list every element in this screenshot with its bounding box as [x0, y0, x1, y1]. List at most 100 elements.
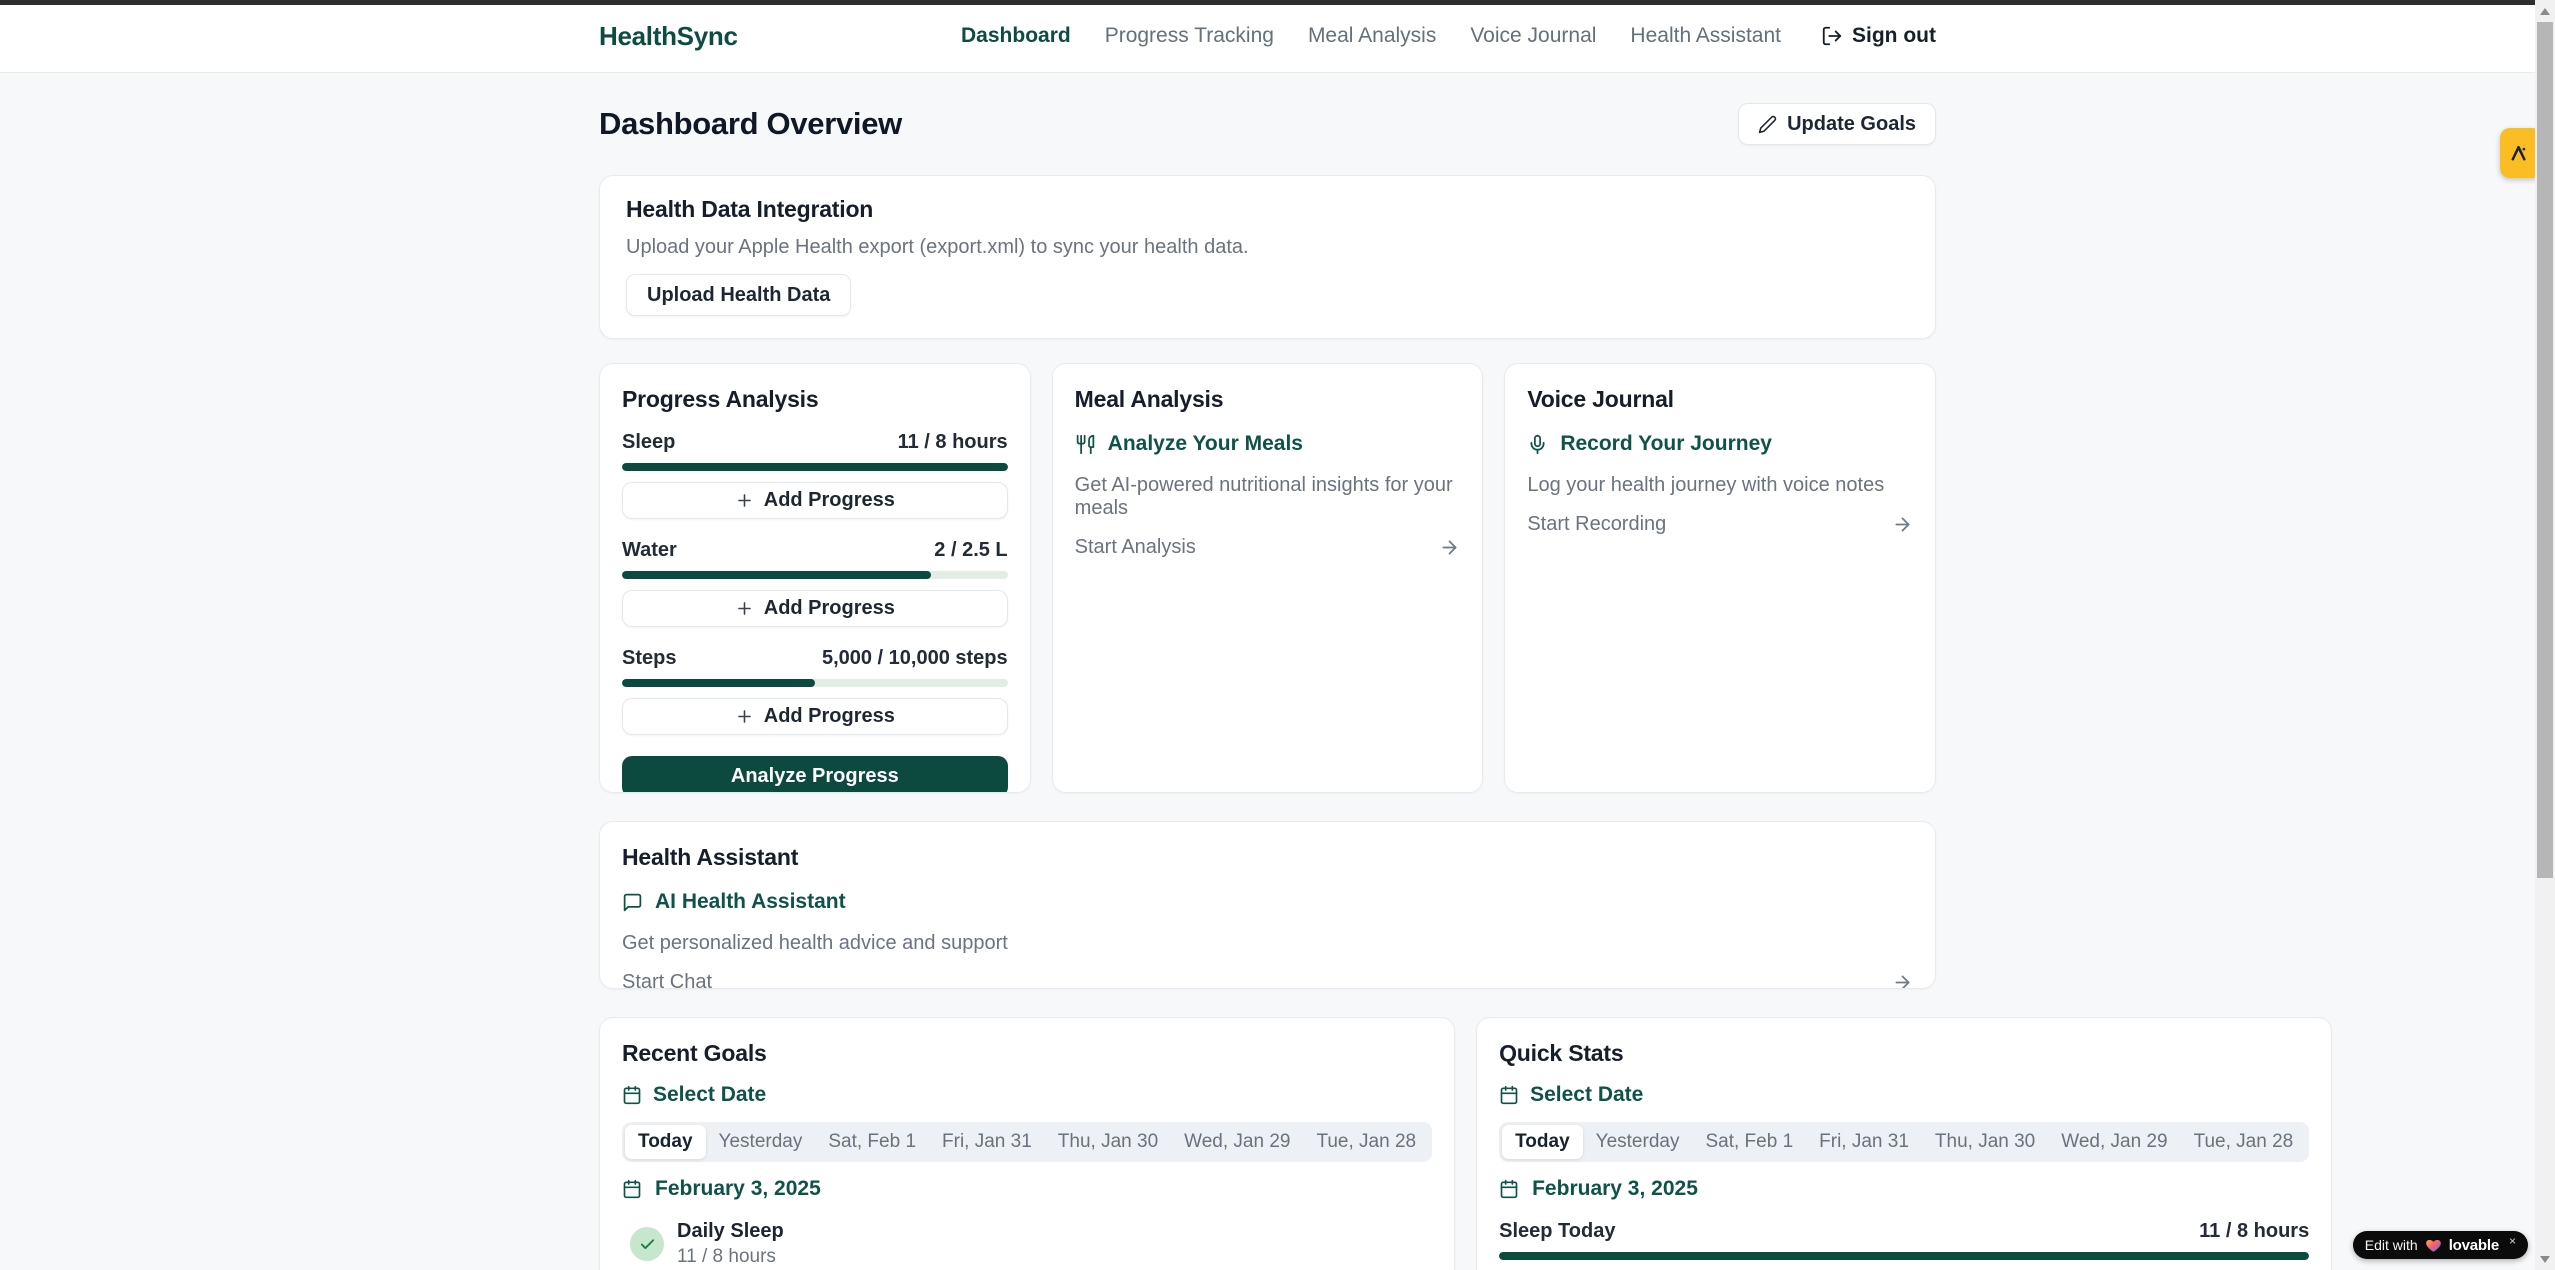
metric-label: Steps	[622, 647, 677, 669]
tab-wed-jan-29[interactable]: Wed, Jan 29	[1184, 1131, 1291, 1152]
start-chat-action[interactable]: Start Chat	[622, 971, 1913, 988]
sleep-today-progress-bar	[1499, 1252, 2310, 1260]
main-nav: Dashboard Progress Tracking Meal Analysi…	[961, 24, 1936, 48]
start-analysis-action[interactable]: Start Analysis	[1075, 536, 1461, 559]
tab-sat-feb-1[interactable]: Sat, Feb 1	[828, 1131, 917, 1152]
nav-dashboard[interactable]: Dashboard	[961, 24, 1071, 47]
tab-yesterday[interactable]: Yesterday	[1595, 1131, 1680, 1152]
calendar-icon	[622, 1085, 642, 1105]
tab-thu-jan-30[interactable]: Thu, Jan 30	[1057, 1131, 1159, 1152]
add-progress-water-button[interactable]: Add Progress	[622, 590, 1008, 627]
recent-goals-select-date[interactable]: Select Date	[622, 1083, 1432, 1107]
water-progress-bar	[622, 571, 1008, 579]
health-data-integration-card: Health Data Integration Upload your Appl…	[599, 175, 1936, 339]
ai-health-assistant-label: AI Health Assistant	[655, 890, 846, 913]
goal-value: 11 / 8 hours	[677, 1246, 776, 1267]
meal-analysis-description: Get AI-powered nutritional insights for …	[1074, 474, 1453, 519]
upload-health-data-button[interactable]: Upload Health Data	[626, 274, 852, 316]
analyze-your-meals-label: Analyze Your Meals	[1107, 432, 1303, 455]
add-progress-steps-button[interactable]: Add Progress	[622, 698, 1008, 735]
tab-tue-jan-28[interactable]: Tue, Jan 28	[2193, 1131, 2294, 1152]
tab-sat-feb-1[interactable]: Sat, Feb 1	[1705, 1131, 1794, 1152]
pencil-icon	[1758, 115, 1777, 134]
arrow-right-icon	[1439, 537, 1460, 558]
quick-stats-select-date[interactable]: Select Date	[1499, 1083, 2309, 1107]
meal-analysis-title: Meal Analysis	[1074, 386, 1224, 412]
add-progress-label: Add Progress	[763, 489, 895, 511]
calendar-icon	[1499, 1085, 1519, 1105]
plus-icon	[735, 707, 754, 726]
quick-stats-selected-date[interactable]: February 3, 2025	[1499, 1177, 2309, 1201]
sleep-today-label: Sleep Today	[1499, 1220, 1616, 1242]
start-analysis-label: Start Analysis	[1074, 536, 1196, 558]
health-data-description: Upload your Apple Health export (export.…	[626, 236, 1249, 258]
tab-today[interactable]: Today	[1502, 1125, 1583, 1159]
tab-fri-jan-31[interactable]: Fri, Jan 31	[942, 1131, 1032, 1152]
health-assistant-title: Health Assistant	[622, 844, 799, 870]
quick-stats-date-tabs: Today Yesterday Sat, Feb 1 Fri, Jan 31 T…	[1499, 1122, 2310, 1162]
arrow-right-icon	[1892, 514, 1913, 535]
tab-today[interactable]: Today	[625, 1125, 706, 1159]
metric-steps: Steps 5,000 / 10,000 steps Add Progress	[622, 647, 1008, 735]
metric-value: 2 / 2.5 L	[934, 539, 1008, 561]
log-out-icon	[1821, 25, 1843, 47]
metric-label: Sleep	[622, 431, 676, 453]
metric-value: 5,000 / 10,000 steps	[821, 647, 1008, 669]
microphone-icon	[1527, 434, 1548, 455]
edit-with-lovable-badge[interactable]: Edit with lovable ×	[2352, 1231, 2528, 1259]
metric-sleep: Sleep 11 / 8 hours Add Progress	[622, 431, 1008, 519]
recent-goals-selected-date[interactable]: February 3, 2025	[622, 1177, 1432, 1201]
analyze-progress-button[interactable]: Analyze Progress	[622, 756, 1008, 792]
tab-wed-jan-29[interactable]: Wed, Jan 29	[2061, 1131, 2168, 1152]
top-window-strip	[0, 0, 2535, 5]
nav-meal-analysis[interactable]: Meal Analysis	[1307, 24, 1437, 47]
add-progress-label: Add Progress	[763, 597, 895, 619]
tab-yesterday[interactable]: Yesterday	[718, 1131, 803, 1152]
select-date-label: Select Date	[653, 1083, 767, 1106]
progress-analysis-card: Progress Analysis Sleep 11 / 8 hours Add…	[599, 363, 1031, 793]
plus-icon	[735, 599, 754, 618]
goal-item-daily-sleep: Daily Sleep 11 / 8 hours	[630, 1220, 1432, 1268]
check-icon	[639, 1236, 656, 1253]
steps-progress-bar	[622, 679, 1008, 687]
extension-side-tab[interactable]	[2500, 128, 2538, 178]
update-goals-button[interactable]: Update Goals	[1738, 103, 1936, 145]
add-progress-sleep-button[interactable]: Add Progress	[622, 482, 1008, 519]
health-assistant-description: Get personalized health advice and suppo…	[622, 932, 1008, 954]
voice-journal-description: Log your health journey with voice notes	[1527, 474, 1885, 496]
start-recording-label: Start Recording	[1527, 513, 1667, 535]
analyze-your-meals-link[interactable]: Analyze Your Meals	[1075, 432, 1461, 456]
calendar-icon	[1499, 1179, 1519, 1199]
record-your-journey-link[interactable]: Record Your Journey	[1527, 432, 1913, 456]
lovable-prefix: Edit with	[2364, 1237, 2418, 1253]
nav-health-assistant[interactable]: Health Assistant	[1630, 24, 1782, 47]
plus-icon	[735, 491, 754, 510]
top-navbar: HealthSync Dashboard Progress Tracking M…	[0, 0, 2535, 73]
arrow-right-icon	[1892, 972, 1913, 988]
close-icon[interactable]: ×	[2508, 1234, 2516, 1248]
page-scrollbar[interactable]	[2535, 0, 2555, 1270]
recent-goals-title: Recent Goals	[622, 1040, 767, 1066]
recent-goals-date-tabs: Today Yesterday Sat, Feb 1 Fri, Jan 31 T…	[622, 1122, 1433, 1162]
sign-out-button[interactable]: Sign out	[1821, 24, 1936, 48]
a-logo-icon	[2508, 142, 2531, 165]
ai-health-assistant-link[interactable]: AI Health Assistant	[622, 890, 1913, 914]
brand-logo[interactable]: HealthSync	[599, 20, 738, 51]
selected-date-label: February 3, 2025	[1532, 1177, 1698, 1200]
start-recording-action[interactable]: Start Recording	[1527, 513, 1913, 536]
nav-voice-journal[interactable]: Voice Journal	[1470, 24, 1597, 47]
nav-progress-tracking[interactable]: Progress Tracking	[1104, 24, 1274, 47]
scroll-up-arrow-icon[interactable]	[2535, 2, 2555, 20]
voice-journal-title: Voice Journal	[1527, 386, 1674, 412]
scrollbar-thumb[interactable]	[2537, 22, 2553, 878]
progress-analysis-title: Progress Analysis	[622, 386, 819, 412]
gradient-heart-icon	[2425, 1239, 2441, 1252]
tab-tue-jan-28[interactable]: Tue, Jan 28	[1316, 1131, 1417, 1152]
tab-thu-jan-30[interactable]: Thu, Jan 30	[1934, 1131, 2036, 1152]
tab-fri-jan-31[interactable]: Fri, Jan 31	[1819, 1131, 1909, 1152]
scroll-down-arrow-icon[interactable]	[2535, 1250, 2555, 1268]
quick-stats-title: Quick Stats	[1499, 1040, 1624, 1066]
calendar-icon	[622, 1179, 642, 1199]
page-title: Dashboard Overview	[599, 106, 902, 141]
